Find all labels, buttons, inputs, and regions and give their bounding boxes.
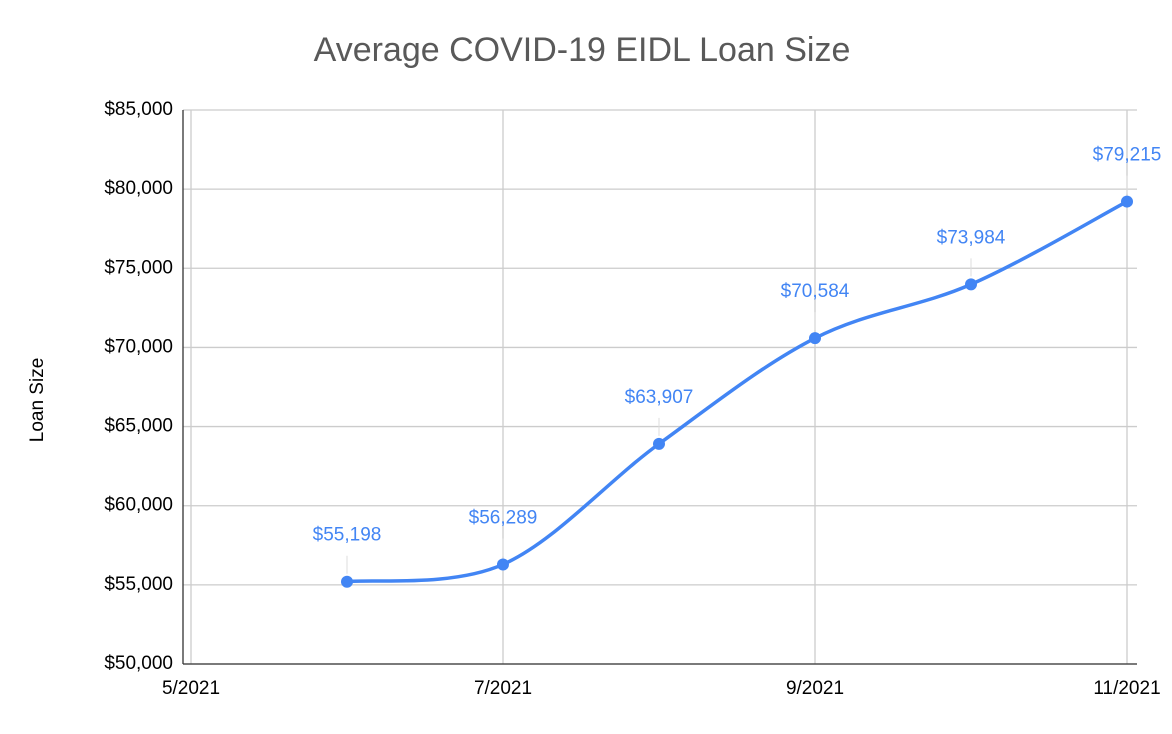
y-tick-label: $55,000	[104, 574, 173, 595]
y-tick-label: $80,000	[104, 178, 173, 199]
point	[1121, 195, 1133, 208]
point	[341, 575, 353, 588]
y-tick-label: $75,000	[104, 257, 173, 278]
x-tick-label: 11/2021	[1093, 678, 1160, 699]
y-tick-label: $70,000	[104, 336, 173, 357]
y-tick-label: $85,000	[104, 99, 173, 120]
y-tick-label: $60,000	[104, 495, 173, 516]
y-tick-label: $50,000	[104, 653, 173, 674]
line	[346, 200, 1128, 584]
point	[965, 278, 977, 291]
data-label: $56,289	[469, 507, 538, 528]
data-label: $63,907	[625, 387, 694, 408]
y-tick-label: $65,000	[104, 416, 173, 437]
point	[809, 332, 821, 345]
data-label: $70,584	[781, 281, 850, 302]
x-tick-label: 9/2021	[786, 678, 844, 699]
point	[653, 437, 665, 450]
x-tick-label: 5/2021	[162, 678, 220, 699]
data-label: $73,984	[937, 227, 1006, 248]
chart-title: Average COVID-19 EIDL Loan Size	[314, 31, 851, 69]
y-axis-label: Loan Size	[27, 358, 48, 443]
data-label: $79,215	[1093, 145, 1162, 166]
point	[497, 558, 509, 571]
x-tick-label: 7/2021	[474, 678, 532, 699]
data-label: $55,198	[313, 525, 382, 546]
